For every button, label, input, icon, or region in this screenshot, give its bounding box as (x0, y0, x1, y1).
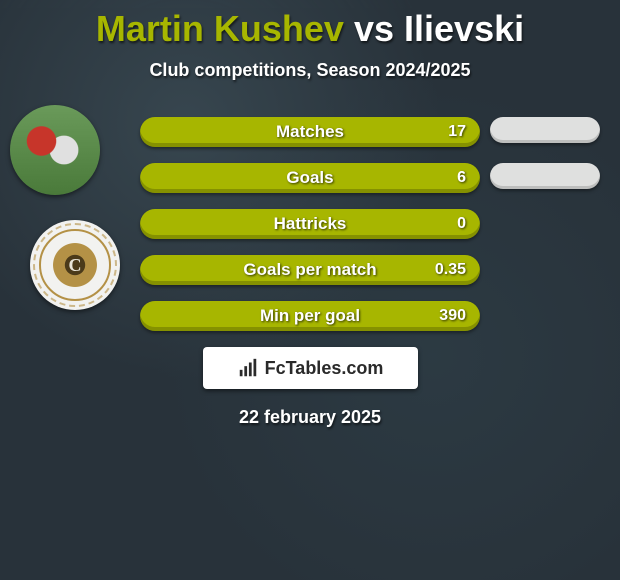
title-player1: Martin Kushev (96, 8, 344, 49)
stat-bar-min-per-goal: Min per goal 390 (140, 301, 480, 331)
crest-icon: C (43, 233, 107, 297)
stat-label: Matches (140, 122, 480, 142)
right-empty-pills (490, 117, 600, 209)
stat-value-left: 390 (439, 307, 466, 325)
stat-bars: Matches 17 Goals 6 Hattricks 0 Goals per… (140, 117, 480, 347)
comparison-card: Martin Kushev vs Ilievski Club competiti… (0, 8, 620, 580)
stat-value-left: 6 (457, 169, 466, 187)
title-vs: vs (354, 8, 394, 49)
stat-value-left: 0 (457, 215, 466, 233)
stat-bar-goals: Goals 6 (140, 163, 480, 193)
stat-value-left: 0.35 (435, 261, 466, 279)
stat-bar-hattricks: Hattricks 0 (140, 209, 480, 239)
stat-label: Hattricks (140, 214, 480, 234)
stat-label: Min per goal (140, 306, 480, 326)
subtitle: Club competitions, Season 2024/2025 (0, 60, 620, 81)
empty-pill (490, 117, 600, 143)
player2-club-crest: C (30, 220, 120, 310)
stat-value-left: 17 (448, 123, 466, 141)
title-player2: Ilievski (404, 8, 524, 49)
content-area: C Matches 17 Goals 6 Hattricks 0 Goals p… (0, 105, 620, 335)
stat-bar-matches: Matches 17 (140, 117, 480, 147)
stat-label: Goals per match (140, 260, 480, 280)
source-badge-text: FcTables.com (265, 358, 384, 379)
date-text: 22 february 2025 (0, 407, 620, 428)
empty-pill (490, 163, 600, 189)
source-badge[interactable]: FcTables.com (203, 347, 418, 389)
player1-avatar (10, 105, 100, 195)
stat-label: Goals (140, 168, 480, 188)
page-title: Martin Kushev vs Ilievski (0, 8, 620, 50)
bar-chart-icon (237, 357, 259, 379)
stat-bar-goals-per-match: Goals per match 0.35 (140, 255, 480, 285)
